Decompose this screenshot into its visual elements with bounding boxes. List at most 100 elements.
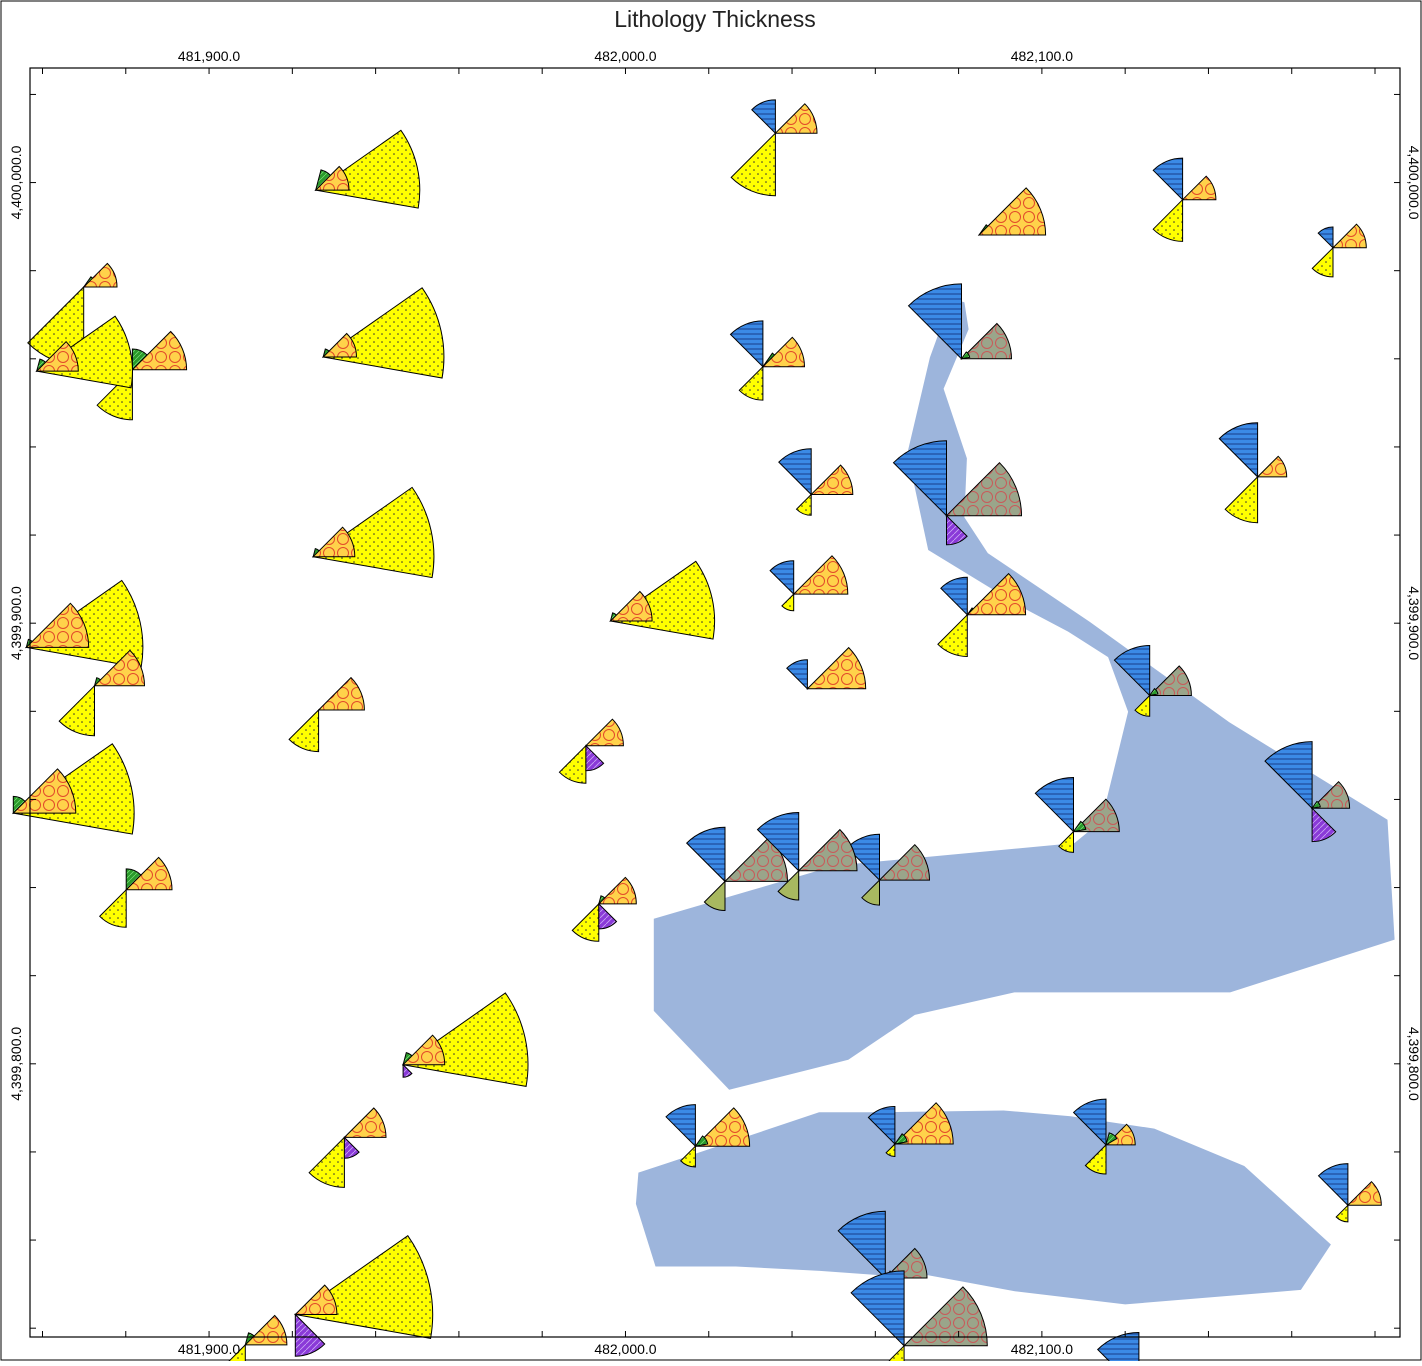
sector-sand	[885, 1142, 896, 1158]
sector-green	[1148, 687, 1159, 697]
sector-olive	[777, 869, 800, 901]
sector-gravel	[343, 1107, 387, 1138]
sector-limestone	[769, 560, 795, 596]
well-glyph	[665, 1104, 751, 1168]
well-glyph	[58, 649, 146, 737]
sector-gravel	[82, 262, 118, 288]
x-tick-label-bottom: 481,900.0	[178, 1341, 240, 1357]
x-tick-label-top: 482,000.0	[594, 48, 656, 64]
sector-sand	[308, 1136, 345, 1188]
well-glyph	[846, 833, 931, 906]
sector-sand	[288, 708, 320, 753]
sector-purple	[946, 514, 968, 546]
sector-shale	[1310, 780, 1351, 809]
sector-limestone	[778, 448, 812, 496]
well-glyph	[12, 743, 135, 835]
shaded-region-1	[653, 298, 1395, 1090]
sector-gravel	[1346, 1180, 1382, 1206]
well-glyph	[314, 129, 421, 209]
sector-gravel	[314, 165, 350, 191]
sector-limestone	[786, 659, 808, 691]
y-tick-label-right: 4,400,000.0	[1406, 146, 1422, 220]
sector-olive	[703, 880, 726, 912]
sector-limestone	[1152, 157, 1184, 201]
sector-sand	[571, 902, 600, 942]
sector-green	[893, 1133, 908, 1145]
sector-sand	[1224, 475, 1259, 524]
sector-olive	[861, 878, 880, 906]
sector-purple	[585, 744, 605, 772]
sector-gravel	[609, 590, 653, 622]
sector-gravel	[792, 555, 849, 595]
sector-limestone	[1264, 741, 1313, 810]
sector-gravel	[761, 336, 806, 368]
y-tick-label-left: 4,399,800.0	[8, 1027, 24, 1101]
sector-gravel	[977, 187, 1047, 236]
sector-sand	[1152, 198, 1184, 242]
sector-limestone	[1218, 422, 1259, 479]
well-glyph	[756, 811, 858, 901]
sector-shale	[960, 322, 1013, 360]
sector-limestone	[729, 320, 764, 368]
sector-sand	[738, 365, 764, 401]
x-tick-label-bottom: 482,000.0	[594, 1341, 656, 1357]
axes-layer: 481,900.0 481,900.0 482,000.0 482,000.0 482,…	[8, 48, 1422, 1357]
shaded-region-2	[635, 1110, 1331, 1305]
sector-limestone	[892, 440, 947, 517]
well-glyph	[1152, 157, 1217, 242]
sector-sand	[1058, 830, 1074, 853]
well-glyph	[769, 555, 849, 612]
sector-gravel	[1331, 223, 1367, 249]
sector-gravel	[774, 103, 818, 134]
sector-gravel	[1181, 175, 1217, 201]
sector-sand	[1134, 694, 1151, 717]
well-glyph	[571, 876, 637, 942]
well-glyph	[867, 1102, 954, 1158]
sector-sand	[1311, 246, 1334, 278]
well-glyph	[730, 99, 818, 197]
sector-limestone	[1034, 776, 1074, 833]
well-glyph	[786, 646, 867, 691]
sector-limestone	[907, 283, 962, 361]
sector-sand	[795, 493, 812, 516]
well-glyph	[294, 1235, 434, 1357]
sector-sand	[1084, 1143, 1107, 1175]
sector-gravel	[311, 526, 356, 558]
sector-gravel	[321, 332, 358, 358]
sector-sand	[58, 684, 95, 737]
sector-purple	[402, 1063, 413, 1078]
sector-purple	[598, 902, 618, 930]
sector-shale	[878, 843, 931, 881]
well-glyph	[1317, 1163, 1382, 1223]
sector-gravel	[597, 876, 637, 905]
well-glyph	[778, 448, 854, 516]
well-glyph	[308, 1107, 387, 1188]
sector-gravel	[401, 1034, 446, 1066]
sector-gravel	[35, 340, 79, 372]
sector-limestone	[665, 1104, 696, 1148]
sector-purple	[1311, 807, 1337, 843]
sector-gravel	[124, 856, 173, 891]
map-title: Lithology Thickness	[614, 6, 816, 32]
well-glyph	[1034, 776, 1120, 853]
well-glyph	[892, 440, 1023, 546]
sector-gravel	[25, 602, 90, 648]
sector-shale	[1148, 665, 1192, 696]
sector-limestone	[685, 826, 726, 883]
x-tick-label-top: 481,900.0	[178, 48, 240, 64]
well-glyph	[1264, 741, 1351, 843]
sector-gravel	[93, 649, 146, 687]
sector-limestone	[1317, 226, 1334, 250]
well-glyph	[98, 856, 173, 928]
y-tick-label-right: 4,399,800.0	[1406, 1027, 1422, 1101]
well-glyph	[609, 560, 716, 640]
sector-gravel	[1256, 455, 1288, 478]
sector-limestone	[867, 1105, 896, 1146]
sector-sand	[98, 888, 127, 928]
x-tick-label-top: 482,100.0	[1011, 48, 1073, 64]
well-glyph	[1113, 644, 1192, 717]
sector-limestone	[850, 1270, 905, 1348]
sector-green	[1072, 820, 1087, 833]
y-tick-label-left: 4,400,000.0	[8, 145, 24, 219]
y-tick-label-left: 4,399,900.0	[8, 586, 24, 660]
